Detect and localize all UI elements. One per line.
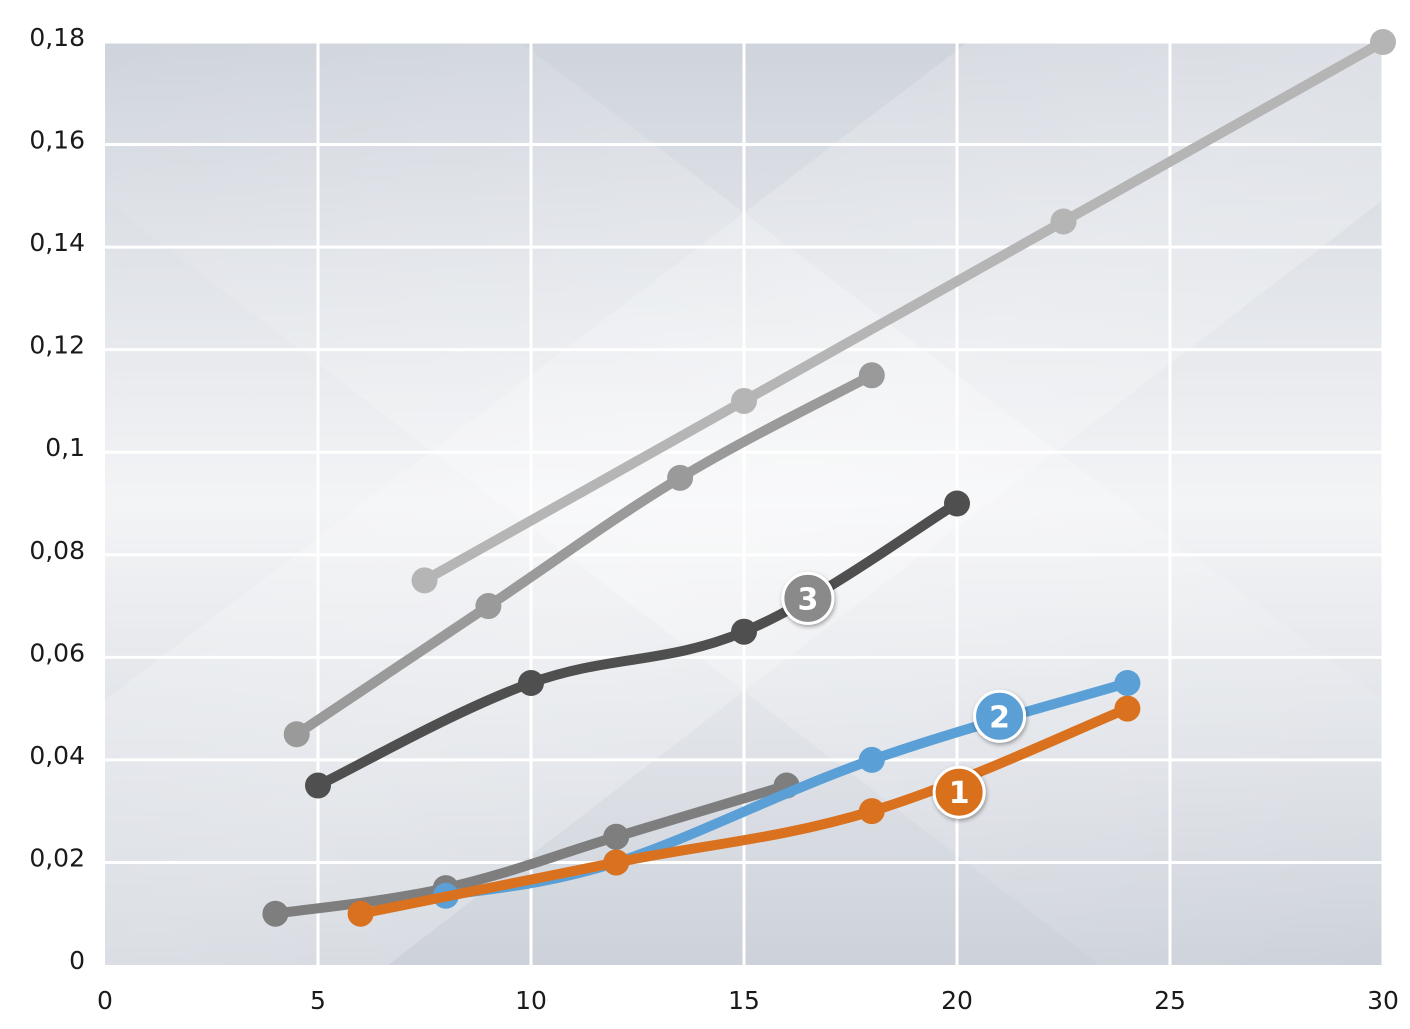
- y-tick-label: 0,02: [29, 843, 85, 872]
- y-tick-label: 0,04: [29, 741, 85, 770]
- series-1-point-2: [858, 798, 885, 825]
- badge-circle: [932, 765, 986, 819]
- x-tick-label: 0: [97, 986, 113, 1015]
- series-layer: [262, 29, 1396, 927]
- series-3-point-2: [731, 618, 757, 645]
- series-5-point-3: [858, 362, 885, 389]
- series-2-point-2: [858, 746, 885, 773]
- series-6-point-3: [1370, 29, 1396, 55]
- series-5-point-2: [667, 464, 694, 491]
- series-4-point-2: [603, 823, 630, 850]
- y-tick-label: 0,06: [29, 638, 85, 667]
- y-tick-label: 0,18: [29, 23, 85, 52]
- x-tick-label: 10: [515, 986, 547, 1015]
- series-3: [305, 490, 970, 799]
- y-tick-label: 0,12: [29, 331, 85, 360]
- x-tick-label: 20: [941, 986, 973, 1015]
- y-tick-label: 0,14: [29, 228, 85, 257]
- series-6-point-0: [411, 567, 438, 594]
- y-axis: 0 0,02 0,04 0,06 0,08 0,1 0,12 0,14 0,16 0,18: [29, 23, 85, 975]
- x-tick-label: 5: [310, 986, 326, 1015]
- series-badge-2: 2: [973, 689, 1027, 743]
- series-5-point-1: [475, 593, 502, 620]
- series-5: [283, 362, 885, 748]
- series-3-point-3: [944, 490, 970, 517]
- x-tick-label: 15: [728, 986, 760, 1015]
- series-5-line: [291, 370, 877, 740]
- y-tick-label: 0: [69, 946, 85, 975]
- series-6: [411, 29, 1396, 594]
- x-tick-label: 25: [1154, 986, 1186, 1015]
- badge-label: 2: [989, 700, 1010, 735]
- series-4-point-0: [262, 900, 289, 927]
- x-axis: 0 5 10 15 20 25 30: [97, 986, 1399, 1015]
- series-1-point-1: [603, 849, 630, 876]
- y-tick-label: 0,16: [29, 126, 85, 155]
- series-5-point-0: [283, 721, 310, 748]
- series-2-point-3: [1114, 669, 1141, 696]
- series-badges: 1 2 3: [781, 571, 1027, 819]
- y-tick-label: 0,1: [45, 433, 85, 462]
- series-3-point-0: [305, 772, 331, 799]
- series-1-point-0: [347, 900, 374, 927]
- series-4-line: [270, 780, 792, 919]
- series-3-point-1: [518, 669, 544, 696]
- badge-circle: [973, 689, 1027, 743]
- badge-label: 3: [797, 582, 818, 617]
- series-6-line: [419, 37, 1388, 586]
- badge-circle: [781, 571, 835, 625]
- x-tick-label: 30: [1367, 986, 1399, 1015]
- series-3-line: [313, 498, 962, 791]
- series-badge-1: 1: [932, 765, 986, 819]
- series-6-point-1: [731, 387, 757, 414]
- grid-lines: [105, 40, 1385, 965]
- y-tick-label: 0,08: [29, 536, 85, 565]
- badge-label: 1: [949, 776, 970, 811]
- series-1-line: [355, 703, 1133, 919]
- series-badge-3: 3: [781, 571, 835, 625]
- series-1: [347, 695, 1141, 927]
- series-1-point-3: [1114, 695, 1141, 722]
- series-6-point-2: [1050, 208, 1077, 235]
